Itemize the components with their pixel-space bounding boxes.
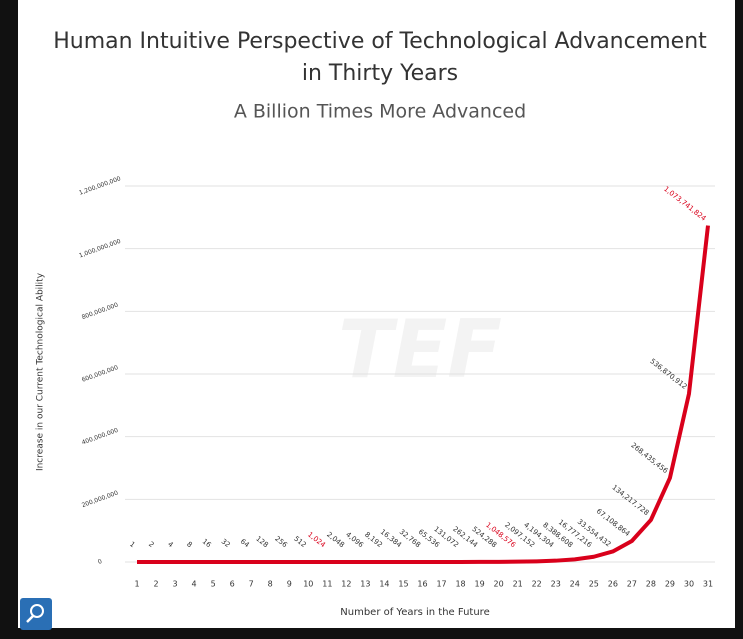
y-tick-label: 0 [97, 558, 103, 566]
data-label: 8 [185, 540, 193, 549]
y-axis-label: Increase in our Current Technological Ab… [36, 272, 46, 471]
x-tick-label: 19 [475, 580, 485, 589]
data-label: 32 [220, 537, 232, 549]
x-tick-label: 24 [570, 580, 580, 589]
title-line: in Thirty Years [302, 61, 458, 86]
x-tick-label: 28 [646, 580, 656, 589]
zoom-button[interactable] [20, 598, 52, 630]
data-label: 1 [128, 540, 136, 549]
chart-title: Human Intuitive Perspective of Technolog… [53, 29, 707, 86]
x-tick-label: 22 [532, 580, 542, 589]
x-tick-label: 5 [211, 580, 216, 589]
x-tick-label: 30 [684, 580, 694, 589]
data-label: 4 [166, 540, 175, 549]
x-tick-label: 12 [341, 580, 351, 589]
zoom-icon [30, 604, 44, 618]
x-tick-label: 15 [398, 580, 408, 589]
x-tick-label: 16 [417, 580, 427, 589]
x-tick-label: 31 [703, 580, 713, 589]
watermark: TEF [338, 303, 502, 396]
x-axis-label: Number of Years in the Future [340, 607, 489, 618]
x-tick-label: 21 [513, 580, 523, 589]
x-tick-label: 27 [627, 580, 637, 589]
x-tick-label: 4 [192, 580, 197, 589]
x-tick-label: 8 [268, 580, 273, 589]
line [137, 225, 710, 564]
x-tick-label: 9 [287, 580, 292, 589]
chart-subtitle: A Billion Times More Advanced [234, 101, 526, 123]
x-tick-label: 1 [134, 580, 139, 589]
x-tick-label: 2 [153, 580, 158, 589]
x-tick-label: 10 [303, 580, 313, 589]
x-tick-label: 11 [322, 580, 332, 589]
x-tick-label: 6 [230, 580, 235, 589]
x-tick-label: 17 [436, 580, 446, 589]
x-tick-label: 20 [494, 580, 504, 589]
x-tick-label: 29 [665, 580, 675, 589]
x-tick-label: 26 [608, 580, 618, 589]
x-tick-label: 13 [360, 580, 370, 589]
x-tick-label: 23 [551, 580, 561, 589]
x-tick-label: 25 [589, 580, 599, 589]
zoom-icon-handle [26, 615, 34, 623]
title-line: Human Intuitive Perspective of Technolog… [53, 29, 707, 54]
panel [18, 0, 735, 628]
data-label: 2 [147, 540, 155, 549]
x-tick-label: 3 [173, 580, 178, 589]
x-tick-label: 18 [455, 580, 465, 589]
x-tick-label: 14 [379, 580, 389, 589]
x-tick-label: 7 [249, 580, 254, 589]
